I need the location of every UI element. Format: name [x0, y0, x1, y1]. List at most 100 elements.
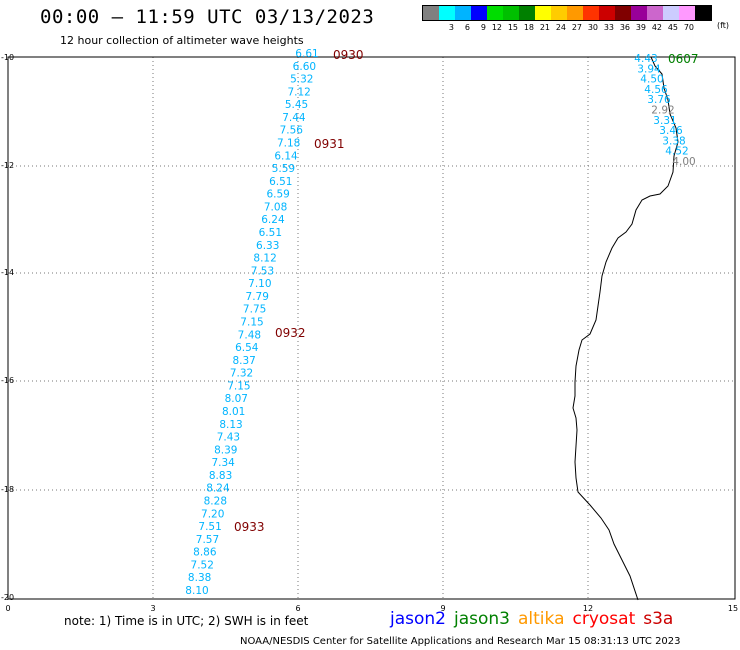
legend-swatch — [567, 6, 583, 20]
legend-label: 39 — [635, 23, 646, 32]
wave-height-label: 4.00 — [672, 156, 695, 168]
wave-height-label: 5.59 — [272, 163, 295, 175]
wave-height-label: 6.33 — [256, 240, 279, 252]
y-tick-label: -20 — [1, 593, 14, 602]
wave-height-label: 6.54 — [235, 342, 259, 354]
y-tick-label: -10 — [1, 53, 14, 62]
legend-swatch — [503, 6, 519, 20]
legend-label: 24 — [555, 23, 566, 32]
wave-height-label: 4.56 — [644, 84, 668, 96]
legend-swatch — [439, 6, 455, 20]
color-legend: 3 6 9 12 15 18 21 24 27 30 33 36 39 42 45 70 (ft) — [422, 5, 729, 32]
grid — [8, 56, 735, 599]
wave-height-label: 7.08 — [264, 201, 287, 213]
wave-height-label: 7.48 — [238, 329, 261, 341]
time-label: 0607 — [668, 52, 699, 66]
footer-text: NOAA/NESDIS Center for Satellite Applica… — [240, 636, 681, 647]
legend-swatch — [583, 6, 599, 20]
wave-height-label: 8.38 — [188, 572, 211, 584]
wave-height-label: 8.86 — [193, 547, 217, 559]
wave-height-label: 7.44 — [282, 112, 306, 124]
wave-height-label: 8.12 — [253, 253, 276, 265]
satellite-label: altika — [518, 609, 565, 629]
legend-swatch — [519, 6, 535, 20]
wave-height-label: 6.59 — [266, 189, 289, 201]
wave-height-label: 6.24 — [261, 214, 285, 226]
x-tick-label: 15 — [728, 604, 738, 613]
legend-label: 12 — [491, 23, 502, 32]
wave-height-label: 8.28 — [204, 496, 227, 508]
legend-label: 18 — [523, 23, 534, 32]
x-tick-label: 0 — [5, 604, 10, 613]
wave-height-label: 7.52 — [191, 559, 214, 571]
legend-label: 3 — [448, 23, 454, 32]
legend-swatch — [599, 6, 615, 20]
wave-height-label: 8.10 — [185, 585, 208, 597]
y-tick-label: -18 — [1, 485, 14, 494]
legend-swatch — [615, 6, 631, 20]
wave-height-label: 7.53 — [251, 265, 274, 277]
wave-height-label: 7.75 — [243, 304, 266, 316]
legend-label: 30 — [587, 23, 598, 32]
y-tick-label: -16 — [1, 376, 14, 385]
wave-height-label: 7.79 — [246, 291, 269, 303]
wave-height-label: 6.51 — [259, 227, 282, 239]
x-tick-label: 6 — [295, 604, 300, 613]
wave-height-label: 7.15 — [227, 380, 250, 392]
wave-height-label: 8.39 — [214, 444, 237, 456]
legend-label: 15 — [507, 23, 518, 32]
wave-height-label: 7.51 — [198, 521, 221, 533]
wave-height-label: 4.52 — [665, 146, 688, 158]
coastline — [572, 56, 679, 601]
page-title: 00:00 — 11:59 UTC 03/13/2023 — [40, 6, 375, 28]
legend-label: 36 — [619, 23, 630, 32]
wave-height-label: 7.15 — [240, 317, 263, 329]
x-tick-label: 3 — [150, 604, 155, 613]
legend-swatches — [422, 5, 712, 21]
x-tick-label: 9 — [440, 604, 445, 613]
legend-labels: 3 6 9 12 15 18 21 24 27 30 33 36 39 42 45 70 — [422, 23, 712, 32]
legend-label: 33 — [603, 23, 614, 32]
wave-height-label: 7.32 — [230, 368, 253, 380]
wave-height-label: 7.34 — [211, 457, 235, 469]
y-tick-label: -12 — [1, 161, 14, 170]
wave-height-label: 7.18 — [277, 138, 300, 150]
satellite-label: jason3 — [454, 609, 510, 629]
legend-label: 21 — [539, 23, 550, 32]
wave-height-label: 3.46 — [659, 125, 683, 137]
wave-height-label: 8.13 — [219, 419, 242, 431]
legend-label: 27 — [571, 23, 582, 32]
satellite-label: cryosat — [572, 609, 636, 629]
legend-swatch — [663, 6, 679, 20]
legend-swatch — [631, 6, 647, 20]
wave-height-label: 3.94 — [637, 63, 661, 75]
wave-height-label: 2.92 — [651, 105, 674, 117]
legend-label: 9 — [480, 23, 486, 32]
legend-label: 6 — [464, 23, 470, 32]
wave-height-label: 6.14 — [274, 150, 298, 162]
wave-height-label: 8.37 — [232, 355, 255, 367]
wave-height-label: 6.51 — [269, 176, 292, 188]
wave-height-label: 6.61 — [295, 48, 318, 60]
time-label: 0930 — [333, 48, 364, 62]
track-east: 4.433.944.504.563.762.923.313.463.384.52… — [634, 52, 698, 168]
wave-height-label: 7.57 — [196, 534, 219, 546]
page-subtitle: 12 hour collection of altimeter wave hei… — [60, 34, 304, 47]
wave-height-label: 3.38 — [662, 135, 685, 147]
legend-swatch — [455, 6, 471, 20]
wave-height-label: 7.56 — [280, 125, 304, 137]
map-frame — [7, 56, 736, 600]
legend-swatch — [487, 6, 503, 20]
legend-label: 42 — [651, 23, 662, 32]
axis-ticks: -10 -12 -14 -16 -18 -20 0 3 6 9 12 15 — [1, 53, 738, 613]
wave-height-label: 8.83 — [209, 470, 232, 482]
legend-swatch — [679, 6, 695, 20]
wave-height-label: 7.10 — [248, 278, 271, 290]
legend-swatch — [551, 6, 567, 20]
wave-height-label: 3.76 — [647, 94, 671, 106]
satellite-label: jason2 — [390, 609, 446, 629]
wave-height-label: 6.60 — [293, 61, 316, 73]
wave-height-label: 4.50 — [640, 74, 663, 86]
legend-label: 45 — [667, 23, 678, 32]
time-label: 0931 — [314, 137, 345, 151]
